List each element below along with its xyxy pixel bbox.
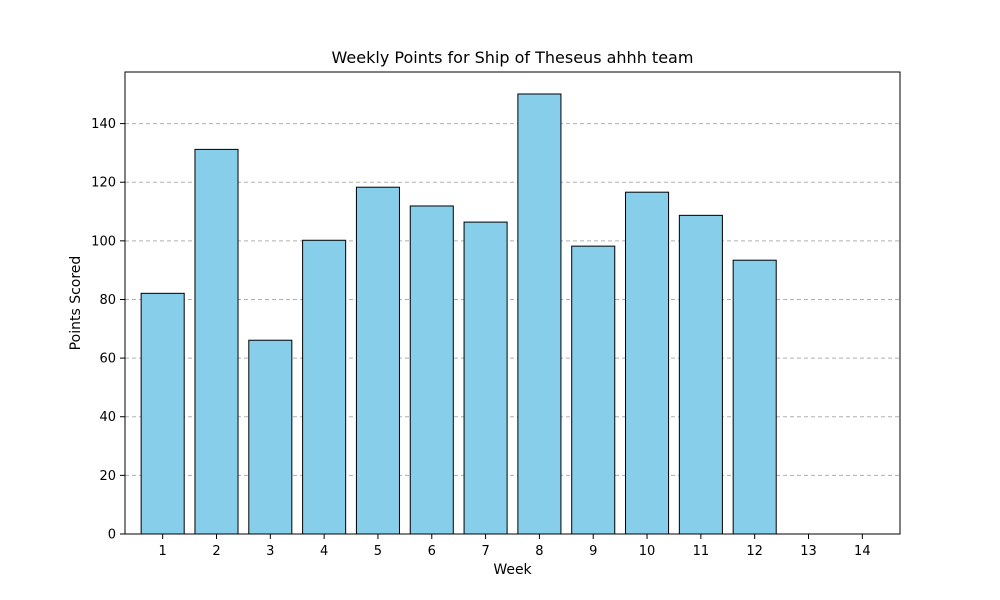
x-tick-label: 8 [535,544,543,559]
x-tick-label: 7 [481,544,489,559]
bar-week-11 [678,214,723,535]
bar-week-6 [409,205,454,535]
x-tick-label: 2 [212,544,220,559]
x-tick-label: 12 [746,544,763,559]
bar-week-7 [463,221,508,535]
x-tick-label: 5 [374,544,382,559]
x-tick-label: 14 [854,544,871,559]
x-tick-label: 9 [589,544,597,559]
x-tick-label: 10 [639,544,656,559]
bars [140,93,777,535]
y-tick-label: 0 [108,528,116,543]
bar-week-3 [248,339,293,535]
y-axis: 0 20 40 60 80 100 120 140 [91,117,125,543]
x-tick-label: 3 [266,544,274,559]
x-tick-label: 13 [800,544,817,559]
chart-title: Weekly Points for Ship of Theseus ahhh t… [332,48,694,67]
y-tick-label: 140 [91,117,116,132]
y-tick-label: 40 [99,410,116,425]
x-tick-label: 6 [428,544,436,559]
y-tick-label: 20 [99,469,116,484]
y-tick-label: 80 [99,293,116,308]
x-tick-label: 1 [159,544,167,559]
bar-week-10 [625,191,670,535]
gridlines [125,123,900,476]
y-tick-label: 60 [99,352,116,367]
x-axis: 1 2 3 4 5 6 7 8 9 10 11 12 13 14 [159,534,871,559]
x-axis-label: Week [493,562,532,578]
y-tick-label: 100 [91,234,116,249]
bar-week-8 [517,93,562,535]
x-tick-label: 11 [693,544,710,559]
y-tick-label: 120 [91,176,116,191]
bar-week-1 [140,292,185,535]
bar-week-12 [732,259,777,535]
bar-week-5 [355,186,400,535]
x-tick-label: 4 [320,544,328,559]
bar-week-9 [571,245,616,535]
bar-week-2 [194,148,239,535]
y-axis-label: Points Scored [68,256,84,351]
bar-week-4 [302,239,347,535]
plot-frame [124,71,901,535]
